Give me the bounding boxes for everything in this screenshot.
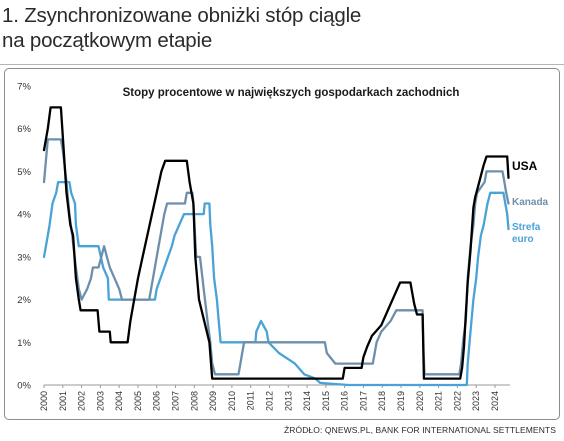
x-tick-label: 2006 bbox=[152, 391, 162, 411]
x-tick-label: 2020 bbox=[415, 391, 425, 411]
y-tick-label: 4% bbox=[17, 210, 31, 221]
x-tick-label: 2003 bbox=[95, 391, 105, 411]
x-tick-label: 2002 bbox=[77, 391, 87, 411]
y-tick-label: 5% bbox=[17, 167, 31, 178]
series-line-strefa-euro bbox=[42, 180, 510, 387]
x-tick-label: 2017 bbox=[358, 391, 368, 411]
series-lines bbox=[42, 106, 510, 387]
series-line-kanada bbox=[42, 138, 510, 376]
legend-label-usa: USA bbox=[512, 159, 538, 173]
y-tick-label: 2% bbox=[17, 295, 31, 306]
x-tick-label: 2001 bbox=[58, 391, 68, 411]
x-tick-label: 2000 bbox=[39, 391, 49, 411]
x-tick-label: 2010 bbox=[227, 391, 237, 411]
x-tick-label: 2011 bbox=[246, 391, 256, 410]
x-tick-label: 2023 bbox=[471, 391, 481, 411]
y-tick-label: 0% bbox=[17, 381, 31, 392]
legend: USA Kanada Strefa euro bbox=[512, 159, 549, 245]
x-tick-label: 2005 bbox=[133, 391, 143, 411]
x-tick-label: 2019 bbox=[396, 391, 406, 411]
heading-line-1: 1. Zsynchronizowane obniżki stóp ciągle bbox=[2, 4, 362, 27]
x-tick-label: 2008 bbox=[189, 391, 199, 411]
y-tick-label: 6% bbox=[17, 124, 31, 135]
y-tick-label: 7% bbox=[17, 82, 31, 93]
heading-line-2: na początkowym etapie bbox=[2, 29, 213, 52]
legend-label-strefa-euro: Strefa euro bbox=[512, 222, 541, 245]
x-tick-label: 2009 bbox=[208, 391, 218, 411]
legend-label-kanada: Kanada bbox=[512, 197, 549, 208]
heading-divider bbox=[0, 64, 564, 65]
series-line-usa bbox=[42, 106, 510, 380]
x-tick-label: 2007 bbox=[171, 391, 181, 411]
source-note: ŹRÓDŁO: QNEWS.PL, BANK FOR INTERNATIONAL… bbox=[283, 425, 556, 435]
x-tick-label: 2014 bbox=[302, 391, 312, 411]
x-tick-label: 2004 bbox=[114, 391, 124, 411]
y-tick-label: 3% bbox=[17, 252, 31, 263]
x-axis: 2000 2001 2002 2003 2004 2005 2006 2007 2008 2009… bbox=[39, 384, 510, 411]
x-tick-label: 2013 bbox=[283, 391, 293, 411]
x-tick-label: 2018 bbox=[377, 391, 387, 411]
chart-title: Stopy procentowe w największych gospodar… bbox=[123, 87, 460, 99]
y-tick-label: 1% bbox=[17, 338, 31, 349]
x-tick-label: 2022 bbox=[452, 391, 462, 411]
x-tick-label: 2021 bbox=[434, 391, 444, 411]
chart-heading: 1. Zsynchronizowane obniżki stóp ciągle … bbox=[2, 3, 557, 53]
x-tick-label: 2024 bbox=[490, 391, 500, 411]
y-axis: 0% 1% 2% 3% 4% 5% 6% 7% bbox=[17, 82, 31, 392]
x-tick-label: 2012 bbox=[264, 391, 274, 411]
x-tick-label: 2015 bbox=[321, 391, 331, 411]
x-tick-label: 2016 bbox=[340, 391, 350, 411]
